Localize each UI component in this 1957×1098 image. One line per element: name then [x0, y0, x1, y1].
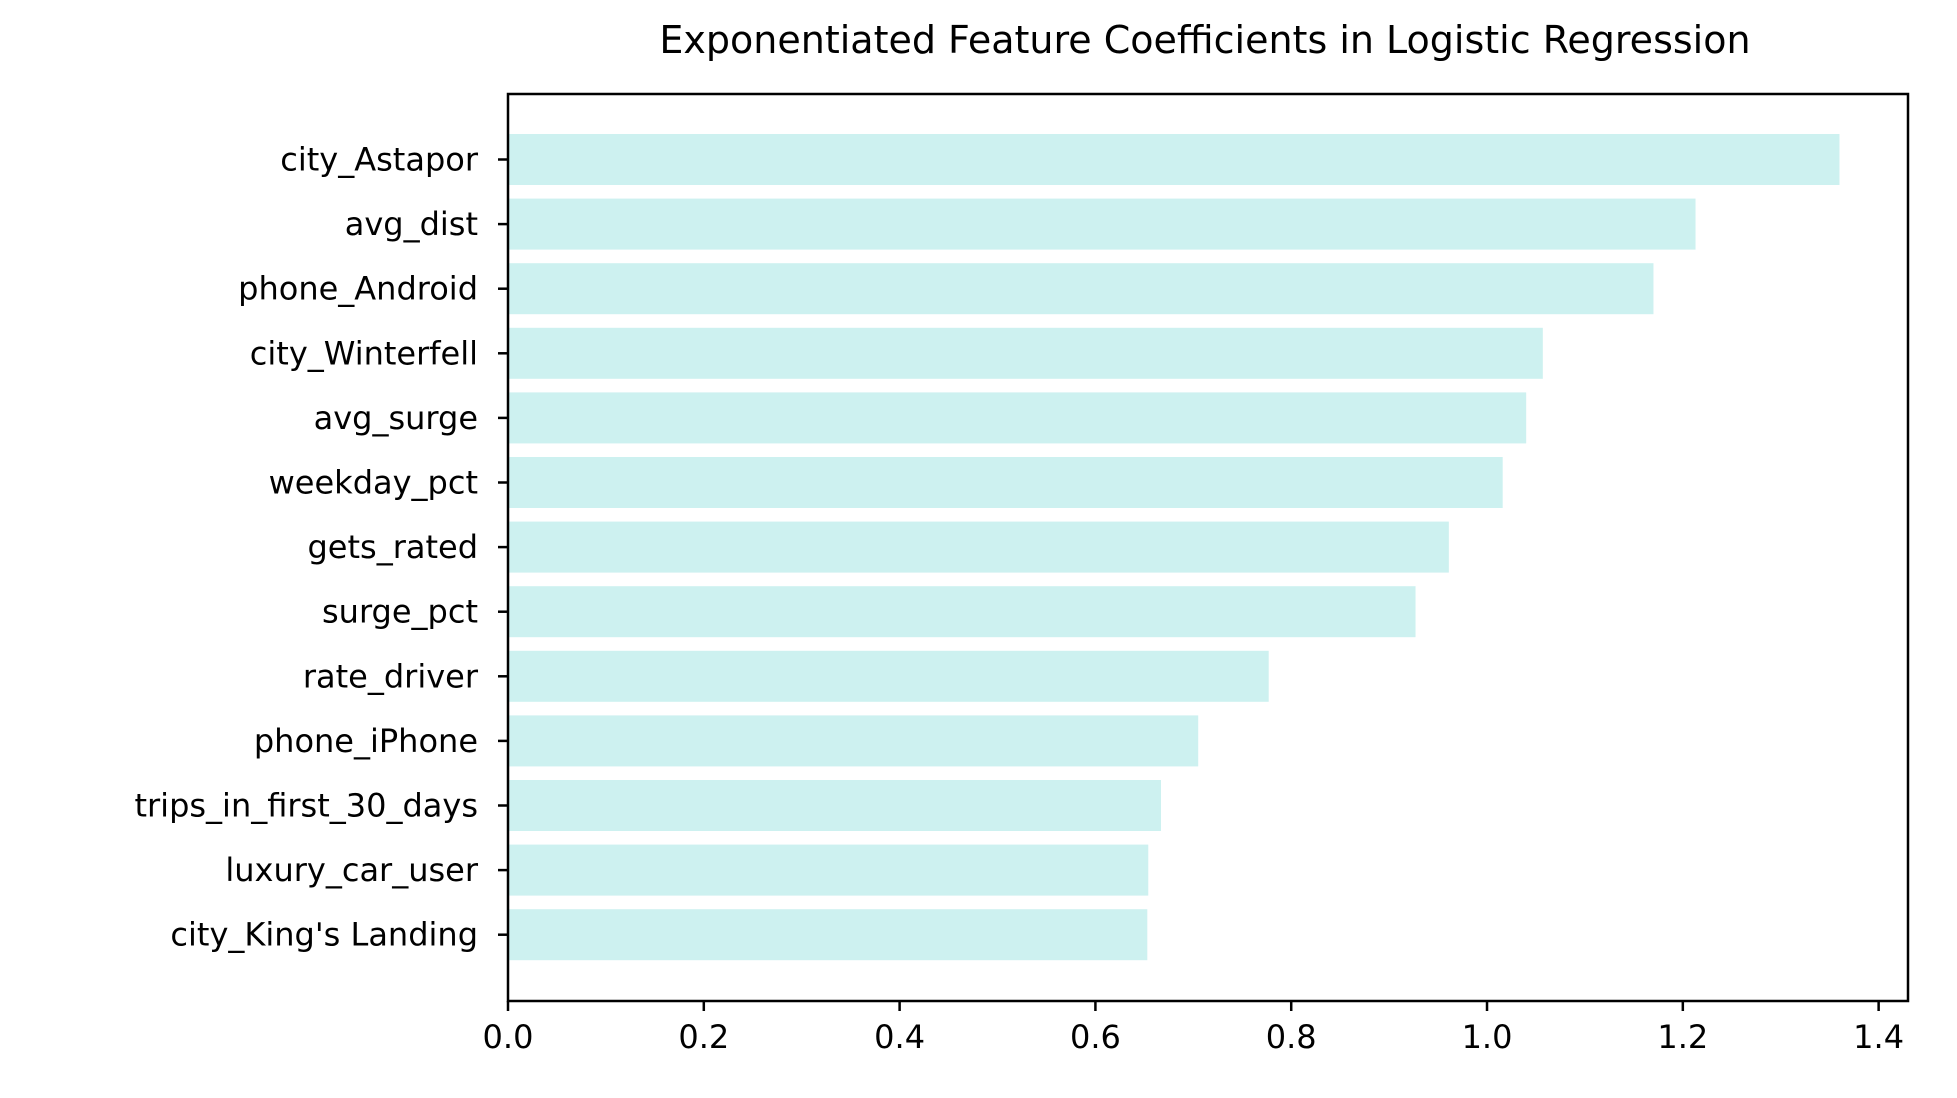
- bar: [508, 780, 1162, 831]
- x-tick-label: 0.8: [1266, 1018, 1317, 1056]
- x-tick-label: 0.2: [678, 1018, 729, 1056]
- bar: [508, 650, 1269, 702]
- y-tick-label: city_Astapor: [280, 141, 479, 179]
- y-axis-ticks: city_Astapor avg_dist phone_Android city_Wi…: [134, 141, 508, 954]
- y-tick-label: surge_pct: [322, 593, 478, 631]
- bar: [508, 844, 1149, 896]
- bar: [508, 586, 1416, 638]
- bar: [508, 392, 1527, 444]
- bar: [508, 327, 1543, 379]
- x-tick-label: 0.0: [483, 1018, 534, 1056]
- y-tick-label: avg_surge: [314, 399, 478, 437]
- y-tick-label: gets_rated: [307, 528, 478, 566]
- bar: [508, 198, 1696, 250]
- y-tick-label: city_Winterfell: [250, 334, 478, 372]
- bar: [508, 909, 1148, 961]
- x-tick-label: 0.4: [874, 1018, 925, 1056]
- chart-title: Exponentiated Feature Coefficients in Lo…: [659, 18, 1750, 62]
- x-tick-label: 1.4: [1853, 1018, 1904, 1056]
- x-tick-label: 0.6: [1070, 1018, 1121, 1056]
- bars-group: [508, 134, 1840, 961]
- y-tick-label: trips_in_first_30_days: [134, 787, 478, 825]
- y-tick-label: city_King's Landing: [170, 916, 478, 954]
- plot-frame: [506, 92, 1910, 1003]
- x-axis-ticks: 0.0 0.2 0.4 0.6 0.8 1.0 1.2 1.4: [483, 1001, 1904, 1056]
- x-tick-label: 1.2: [1657, 1018, 1708, 1056]
- x-tick-label: 1.0: [1462, 1018, 1513, 1056]
- bar: [508, 134, 1840, 185]
- bar: [508, 715, 1199, 767]
- y-tick-label: phone_Android: [238, 270, 478, 308]
- y-tick-label: luxury_car_user: [225, 851, 478, 889]
- y-tick-label: phone_iPhone: [254, 722, 478, 760]
- y-tick-label: weekday_pct: [269, 464, 478, 502]
- y-tick-label: avg_dist: [345, 205, 478, 243]
- bar: [508, 457, 1503, 508]
- bar: [508, 521, 1449, 573]
- bar: [508, 263, 1654, 315]
- y-tick-label: rate_driver: [303, 657, 479, 695]
